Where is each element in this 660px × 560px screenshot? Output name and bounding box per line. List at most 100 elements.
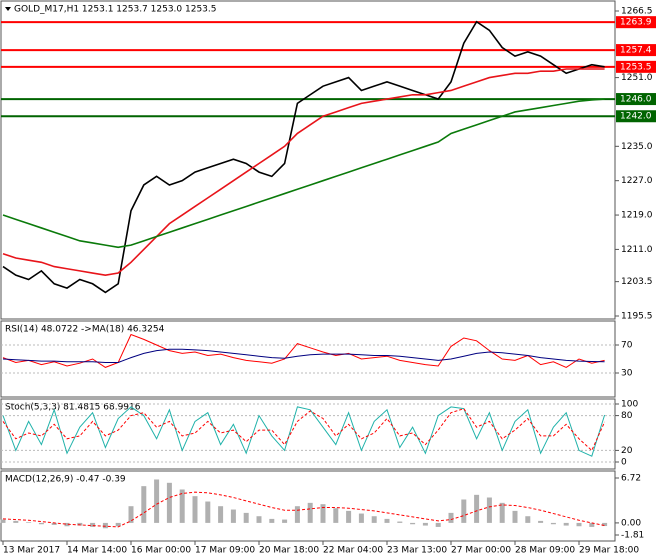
histogram-bar: [422, 522, 428, 526]
y-tick-label: 1251.0: [621, 73, 653, 83]
x-tick-label: 28 Mar 09:00: [515, 546, 575, 556]
series-line: [2, 98, 605, 249]
y-tick-label: -1.81: [621, 531, 644, 541]
y-tick-label: 80: [621, 411, 633, 421]
histogram-bar: [179, 489, 185, 523]
histogram-bar: [563, 522, 569, 526]
histogram-bar: [307, 502, 313, 523]
histogram-bar: [358, 513, 364, 523]
x-tick-label: 22 Mar 04:00: [323, 546, 383, 556]
histogram-bar: [243, 512, 249, 523]
x-tick-label: 27 Mar 00:00: [451, 546, 511, 556]
histogram-bar: [525, 516, 531, 523]
histogram-bar: [576, 522, 582, 527]
rsi-title: RSI(14) 48.0722 ->MA(18) 46.3254: [5, 325, 165, 335]
y-tick-label: 1195.5: [621, 312, 653, 322]
chart-title: GOLD_M17,H1 1253.1 1253.7 1253.0 1253.5: [14, 5, 216, 15]
histogram-bar: [294, 506, 300, 523]
y-tick-label: 1203.5: [621, 277, 653, 287]
histogram-bar: [90, 522, 96, 527]
y-tick-label: 70: [621, 341, 633, 351]
histogram-bar: [320, 504, 326, 523]
y-tick-label: 0: [621, 458, 627, 468]
y-tick-label: 100: [621, 400, 638, 410]
series-line: [2, 491, 605, 528]
x-tick-label: 16 Mar 00:00: [131, 546, 191, 556]
histogram-bar: [333, 508, 339, 523]
histogram-bar: [461, 499, 467, 523]
histogram-bar: [38, 522, 44, 525]
histogram-bar: [0, 519, 6, 523]
stoch-title: Stoch(5,3,3) 81.4815 68.9916: [5, 403, 141, 413]
y-tick-label: 6.72: [621, 474, 641, 484]
level-label-box: [616, 93, 656, 106]
y-tick-label: 20: [621, 446, 633, 456]
histogram-bar: [218, 506, 224, 523]
histogram-bar: [230, 509, 236, 523]
histogram-bar: [13, 520, 19, 523]
histogram-bar: [77, 522, 83, 526]
series-line: [2, 406, 606, 457]
histogram-bar: [346, 510, 352, 523]
rsi-panel: [0, 320, 616, 398]
histogram-bar: [51, 522, 57, 525]
histogram-bar: [512, 510, 518, 523]
series-line: [2, 348, 605, 363]
histogram-bar: [141, 486, 147, 523]
series-line: [2, 333, 605, 368]
y-tick-label: 1266.5: [621, 7, 653, 17]
y-tick-label: 0.00: [621, 518, 641, 528]
level-label: 1263.9: [620, 18, 652, 28]
level-label: 1242.0: [620, 112, 652, 122]
x-tick-label: 17 Mar 09:00: [195, 546, 255, 556]
y-tick-label: 1211.0: [621, 245, 653, 255]
x-tick-label: 23 Mar 13:00: [387, 546, 447, 556]
level-label: 1257.4: [620, 46, 652, 56]
histogram-bar: [256, 516, 262, 523]
macd-title: MACD(12,26,9) -0.47 -0.39: [5, 475, 126, 485]
level-label-box: [616, 44, 656, 57]
histogram-bar: [589, 522, 595, 527]
x-tick-label: 20 Mar 18:00: [259, 546, 319, 556]
histogram-bar: [102, 522, 108, 529]
histogram-bar: [205, 501, 211, 523]
histogram-bar: [128, 506, 134, 523]
y-tick-label: 1235.0: [621, 142, 653, 152]
y-tick-label: 1219.0: [621, 211, 653, 221]
x-tick-label: 13 Mar 2017: [3, 546, 60, 556]
histogram-bar: [448, 512, 454, 523]
histogram-bar: [499, 502, 505, 523]
histogram-bar: [154, 479, 160, 523]
series-line: [2, 408, 606, 452]
histogram-bar: [602, 522, 608, 527]
histogram-bar: [486, 497, 492, 523]
series-line: [2, 68, 605, 277]
histogram-bar: [115, 522, 121, 527]
histogram-bar: [538, 520, 544, 523]
histogram-bar: [410, 522, 416, 525]
y-tick-label: 1227.0: [621, 176, 653, 186]
histogram-bar: [435, 522, 441, 527]
histogram-bar: [166, 482, 172, 523]
histogram-bar: [550, 522, 556, 525]
level-label-box: [616, 110, 656, 123]
stoch-panel: [0, 398, 616, 470]
histogram-bar: [384, 518, 390, 523]
histogram-bar: [397, 521, 403, 523]
histogram-bar: [282, 519, 288, 523]
menu-arrow: [5, 7, 11, 11]
histogram-bar: [474, 494, 480, 523]
level-label-box: [616, 60, 656, 73]
x-tick-label: 14 Mar 14:00: [67, 546, 127, 556]
series-line: [2, 20, 605, 294]
level-label-box: [616, 16, 656, 29]
histogram-bar: [269, 518, 275, 523]
macd-panel: [0, 470, 616, 542]
level-label: 1253.5: [620, 62, 652, 72]
histogram-bar: [192, 496, 198, 523]
y-tick-label: 30: [621, 369, 633, 379]
x-tick-label: 29 Mar 18:00: [579, 546, 639, 556]
histogram-bar: [64, 522, 70, 527]
